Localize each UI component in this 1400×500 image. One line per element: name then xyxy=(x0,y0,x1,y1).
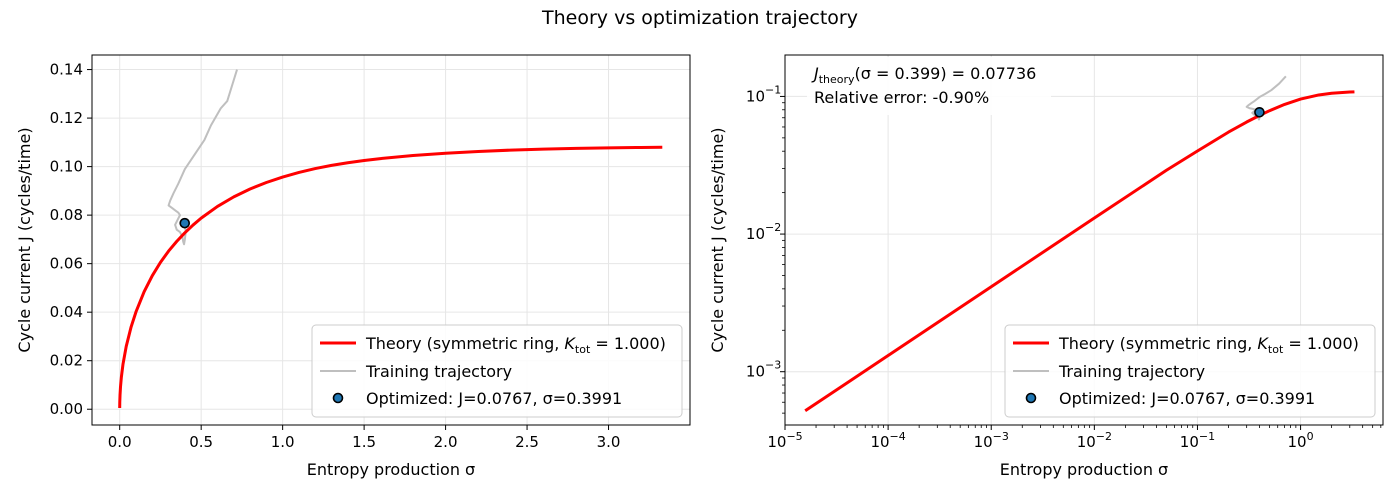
legend-theory-var: K xyxy=(1257,334,1269,353)
y-tick-label: 10 xyxy=(746,363,765,381)
legend-optimized-swatch xyxy=(332,392,344,404)
x-tick-label: 0.5 xyxy=(189,433,213,451)
optimized-point xyxy=(179,217,191,229)
legend: Theory (symmetric ring, Ktot = 1.000) Tra… xyxy=(1004,324,1376,418)
y-tick-label-exponent: −3 xyxy=(765,359,781,372)
x-tick-label-base: 10 xyxy=(974,433,993,451)
x-tick-label: 10−1 xyxy=(1180,430,1215,451)
annotation-relative-error: Relative error: -0.90% xyxy=(814,88,989,107)
annotation-box xyxy=(807,57,1051,115)
plot-series xyxy=(118,69,663,408)
x-axis-label: Entropy production σ xyxy=(1000,460,1168,479)
axes-frame xyxy=(91,54,691,426)
x-tick-label: 10−3 xyxy=(974,430,1009,451)
legend-theory-suffix: = 1.000) xyxy=(590,334,666,353)
x-tick-label: 10−2 xyxy=(1077,430,1112,451)
legend-label-theory: Theory (symmetric ring, Ktot = 1.000) xyxy=(365,334,666,356)
x-tick-label: 1.5 xyxy=(352,433,376,451)
x-tick-label-base: 10 xyxy=(870,433,889,451)
legend-theory-sub: tot xyxy=(1268,343,1284,356)
y-tick-label: 0.04 xyxy=(50,303,83,321)
legend-theory-prefix: Theory (symmetric ring, xyxy=(365,334,564,353)
x-tick-label: 10−5 xyxy=(767,430,802,451)
x-tick-label: 100 xyxy=(1288,430,1314,451)
plot-series xyxy=(804,75,1355,413)
y-tick-label: 10 xyxy=(746,225,765,243)
annotation-args: (σ = 0.399) = 0.07736 xyxy=(855,64,1037,83)
optimized-point xyxy=(1254,106,1265,118)
legend-label-trajectory: Training trajectory xyxy=(1058,362,1205,381)
x-tick-label-exponent: −5 xyxy=(786,430,802,443)
x-tick-label-exponent: −3 xyxy=(993,430,1009,443)
y-tick-label-base: 10 xyxy=(746,225,765,243)
y-tick-label: 0.02 xyxy=(50,352,83,370)
y-tick-label: 0.12 xyxy=(50,109,83,127)
legend-theory-suffix: = 1.000) xyxy=(1283,334,1359,353)
y-tick-label: 0.14 xyxy=(50,61,83,79)
chart-panel-linear: 0.0 0.5 1.0 1.5 2.0 2.5 3.0 0.00 0.02 0.04 0.06 0.0… xyxy=(15,54,691,479)
legend-label-optimized: Optimized: J=0.0767, σ=0.3991 xyxy=(366,389,622,408)
x-tick-label: 2.0 xyxy=(434,433,458,451)
x-tick-label-exponent: 0 xyxy=(1307,430,1314,443)
y-tick-label: 0.08 xyxy=(50,206,83,224)
theory-curve xyxy=(118,145,663,408)
x-tick-label-exponent: −4 xyxy=(890,430,906,443)
legend-box xyxy=(311,324,683,418)
legend-theory-prefix: Theory (symmetric ring, xyxy=(1058,334,1257,353)
y-tick-label-exponent: −1 xyxy=(765,83,781,96)
x-tick-label: 1.0 xyxy=(271,433,295,451)
annotation: Jtheory(σ = 0.399) = 0.07736 Relative err… xyxy=(807,57,1051,115)
x-tick-label-exponent: −2 xyxy=(1096,430,1112,443)
y-axis-label: Cycle current J (cycles/time) xyxy=(15,127,34,352)
legend-box xyxy=(1004,324,1376,418)
theory-curve xyxy=(804,90,1355,413)
x-tick-label-base: 10 xyxy=(1180,433,1199,451)
x-tick-label-base: 10 xyxy=(1288,433,1307,451)
training-trajectory-line xyxy=(1245,75,1287,121)
y-tick-label-exponent: −2 xyxy=(765,221,781,234)
legend-optimized-swatch xyxy=(1025,392,1037,404)
x-tick-label: 3.0 xyxy=(597,433,621,451)
legend-label-trajectory: Training trajectory xyxy=(365,362,512,381)
axes-frame xyxy=(784,54,1384,426)
annotation-var: J xyxy=(811,64,819,83)
x-tick-label: 10−4 xyxy=(870,430,905,451)
annotation-theory-value: Jtheory(σ = 0.399) = 0.07736 xyxy=(811,64,1036,86)
legend-label-optimized: Optimized: J=0.0767, σ=0.3991 xyxy=(1059,389,1315,408)
y-tick-label: 0.10 xyxy=(50,158,83,176)
figure-title: Theory vs optimization trajectory xyxy=(541,7,858,29)
grid-lines xyxy=(92,55,690,425)
y-tick-label-base: 10 xyxy=(746,87,765,105)
x-tick-label-exponent: −1 xyxy=(1199,430,1215,443)
y-tick-label: 10 xyxy=(746,87,765,105)
legend-theory-sub: tot xyxy=(575,343,591,356)
legend-theory-var: K xyxy=(564,334,576,353)
training-trajectory-line xyxy=(167,69,238,246)
legend: Theory (symmetric ring, Ktot = 1.000) Tra… xyxy=(311,324,683,418)
x-tick-label-base: 10 xyxy=(1077,433,1096,451)
y-tick-label: 0.00 xyxy=(50,400,83,418)
x-tick-label: 2.5 xyxy=(515,433,539,451)
axis-ticks: 0.0 0.5 1.0 1.5 2.0 2.5 3.0 0.00 0.02 0.04 0.06 0.0… xyxy=(50,61,621,451)
x-tick-label-base: 10 xyxy=(767,433,786,451)
y-tick-label: 0.06 xyxy=(50,255,83,273)
y-tick-label-base: 10 xyxy=(746,363,765,381)
legend-label-theory: Theory (symmetric ring, Ktot = 1.000) xyxy=(1058,334,1359,356)
annotation-sub: theory xyxy=(819,73,855,86)
x-tick-label: 0.0 xyxy=(108,433,132,451)
y-axis-label: Cycle current J (cycles/time) xyxy=(708,127,727,352)
x-axis-label: Entropy production σ xyxy=(307,460,475,479)
